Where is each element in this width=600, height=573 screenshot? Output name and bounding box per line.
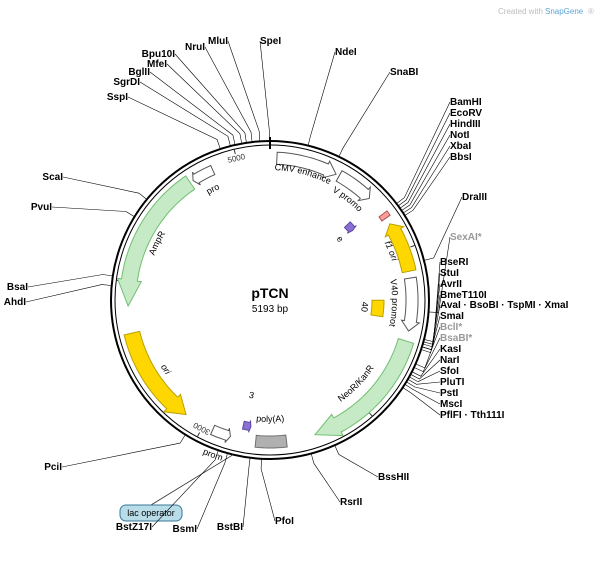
- watermark-brand: SnapGene: [545, 7, 584, 16]
- tick-label: 5000: [227, 152, 247, 165]
- enzyme-bsmi: BsmI: [173, 524, 198, 535]
- feature-m13-rev: [243, 420, 251, 432]
- enzyme-bcli-: BclI*: [440, 322, 462, 333]
- enzyme-leader: [140, 82, 230, 146]
- enzyme-noti: NotI: [450, 130, 470, 141]
- enzyme-bsshii: BssHII: [378, 472, 409, 483]
- enzyme-leader: [308, 52, 335, 146]
- enzyme-draiii: DraIII: [462, 192, 487, 203]
- enzyme-psti: PstI: [440, 388, 459, 399]
- feature-lac-promoter: [211, 425, 231, 442]
- enzyme-ndei: NdeI: [335, 47, 357, 58]
- enzyme-xbai: XbaI: [450, 141, 471, 152]
- enzyme-bbsi: BbsI: [450, 152, 472, 163]
- enzyme-stui: StuI: [440, 268, 459, 279]
- enzyme-bstbi: BstBI: [217, 522, 243, 533]
- enzyme-leader: [403, 146, 450, 213]
- feature-label: lac promoter: [0, 0, 224, 463]
- feature-sv40-poly-a-signal: [255, 435, 287, 448]
- tick-label: 3000: [191, 420, 211, 437]
- enzyme-leader: [205, 47, 252, 142]
- enzyme-scai: ScaI: [42, 172, 63, 183]
- enzyme-spei: SpeI: [260, 36, 281, 47]
- enzyme-leader: [62, 435, 185, 467]
- enzyme-sfoi: SfoI: [440, 366, 459, 377]
- enzyme-leader: [52, 207, 135, 217]
- enzyme-pvui: PvuI: [31, 202, 52, 213]
- enzyme-leader: [228, 41, 260, 141]
- enzyme-pflfi-tth111i: PflFI · Tth111I: [440, 410, 505, 421]
- enzyme-snabi: SnaBI: [390, 67, 419, 78]
- enzyme-leader: [400, 124, 450, 208]
- enzyme-pfoi: PfoI: [275, 516, 294, 527]
- feature-label: ori: [159, 362, 173, 377]
- plasmid-title: pTCN: [251, 285, 288, 301]
- enzyme-leader: [405, 384, 440, 404]
- enzyme-msci: MscI: [440, 399, 462, 410]
- enzyme-sexai-: SexAI*: [450, 232, 482, 243]
- enzyme-sspi: SspI: [107, 92, 128, 103]
- plasmid-size: 5193 bp: [252, 304, 289, 315]
- enzyme-bsabi-: BsaBI*: [440, 333, 472, 344]
- enzyme-leader: [339, 72, 390, 157]
- plasmid-map: Created withSnapGene®1000200030004000500…: [0, 0, 600, 573]
- enzyme-ahdi: AhdI: [4, 297, 26, 308]
- watermark-prefix: Created with: [498, 7, 543, 16]
- lac-operator-leader: [151, 455, 233, 505]
- enzyme-bmet110i: BmeT110I: [440, 290, 487, 301]
- lac-operator-label: lac operator: [127, 508, 175, 518]
- enzyme-ecorv: EcoRV: [450, 108, 482, 119]
- feature-junc-site-betw-cdna-ptcp: [379, 211, 390, 221]
- enzyme-leader: [26, 285, 112, 302]
- feature-ampr-promoter: [193, 166, 215, 185]
- enzyme-leader: [197, 453, 228, 529]
- enzyme-leader: [311, 454, 340, 502]
- feature-sv40-promoter: [402, 277, 420, 331]
- enzyme-leader: [424, 197, 462, 260]
- enzyme-mfei: MfeI: [147, 59, 167, 70]
- enzyme-pcii: PciI: [44, 462, 62, 473]
- enzyme-avai-bsobi-tspmi-xmai: AvaI · BsoBI · TspMI · XmaI: [440, 300, 569, 311]
- enzyme-bseri: BseRI: [440, 257, 469, 268]
- watermark-suffix: ®: [588, 7, 594, 16]
- enzyme-kasi: KasI: [440, 344, 461, 355]
- enzyme-leader: [243, 458, 250, 527]
- enzyme-leader: [335, 445, 378, 477]
- enzyme-leader: [398, 113, 450, 206]
- feature-orf-primer-forward: [345, 222, 357, 233]
- enzyme-bstz17i: BstZ17I: [116, 522, 152, 533]
- enzyme-leader: [150, 72, 235, 145]
- enzyme-smai: SmaI: [440, 311, 464, 322]
- enzyme-leader: [63, 177, 147, 200]
- enzyme-nari: NarI: [440, 355, 460, 366]
- enzyme-pluti: PluTI: [440, 377, 465, 388]
- enzyme-hindiii: HindIII: [450, 119, 481, 130]
- enzyme-leader: [260, 41, 269, 141]
- enzyme-mlui: MluI: [208, 36, 228, 47]
- enzyme-bsai: BsaI: [7, 282, 28, 293]
- enzyme-leader: [408, 379, 440, 384]
- enzyme-sgrdi: SgrDI: [113, 77, 140, 88]
- enzyme-bamhi: BamHI: [450, 97, 482, 108]
- enzyme-leader: [167, 64, 242, 144]
- feature-label: Junc site betw cDNA & pTCP: [0, 0, 366, 237]
- enzyme-leader: [402, 135, 451, 211]
- enzyme-rsrii: RsrII: [340, 497, 362, 508]
- feature-sv40-ori: [371, 300, 384, 317]
- enzyme-leader: [261, 459, 275, 521]
- enzyme-nrui: NruI: [185, 42, 205, 53]
